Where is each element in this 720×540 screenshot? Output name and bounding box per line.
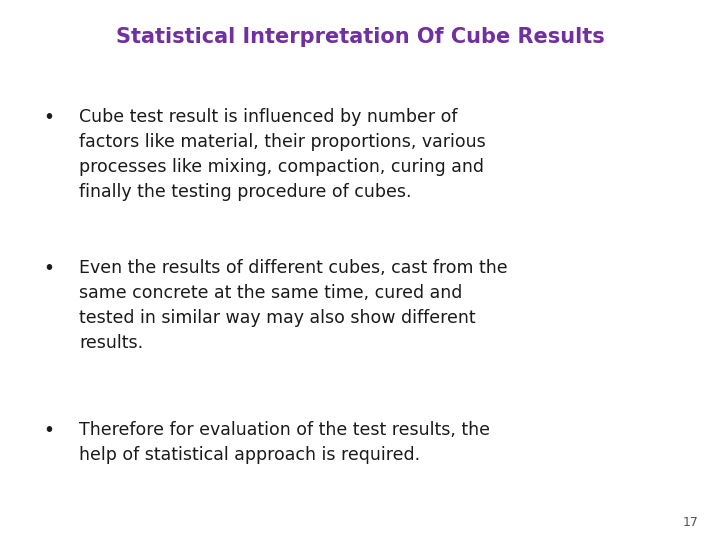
Text: •: • bbox=[43, 259, 54, 278]
Text: Therefore for evaluation of the test results, the
help of statistical approach i: Therefore for evaluation of the test res… bbox=[79, 421, 490, 464]
Text: Cube test result is influenced by number of
factors like material, their proport: Cube test result is influenced by number… bbox=[79, 108, 486, 201]
Text: •: • bbox=[43, 421, 54, 440]
Text: 17: 17 bbox=[683, 516, 698, 529]
Text: Even the results of different cubes, cast from the
same concrete at the same tim: Even the results of different cubes, cas… bbox=[79, 259, 508, 352]
Text: Statistical Interpretation Of Cube Results: Statistical Interpretation Of Cube Resul… bbox=[116, 27, 604, 47]
Text: •: • bbox=[43, 108, 54, 127]
